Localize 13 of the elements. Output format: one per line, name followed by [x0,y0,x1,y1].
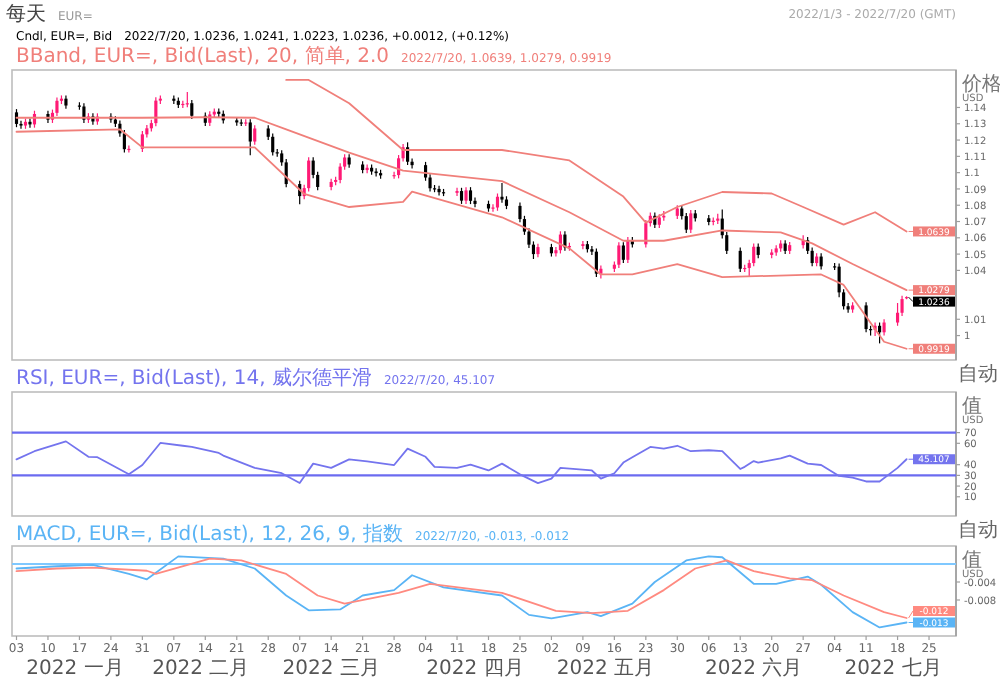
x2-tick-label: 2022 六月 [705,656,803,680]
text: 自动 [958,362,998,386]
text: 自动 [958,518,998,542]
text: RSI, EUR=, Bid(Last), 14, 威尔德平滑 [16,366,372,390]
x2-tick-label: 2022 一月 [26,658,124,680]
x2-tick-label: 2022 三月 [282,658,380,680]
chart-title: 每天 [6,2,46,26]
x2-tick-label: 2022 四月 [426,658,524,680]
x2-tick-label: 2022 二月 [152,658,250,680]
x2-tick-label: 2022 五月 [556,658,655,680]
x2-tick-label: 2022 七月 [844,656,942,680]
series-label: MACD, EUR=, Bid(Last), 12, 26, 9, 指数 [16,522,404,546]
text: BBand, EUR=, Bid(Last), 20, 简单, 2.0 [16,44,390,68]
